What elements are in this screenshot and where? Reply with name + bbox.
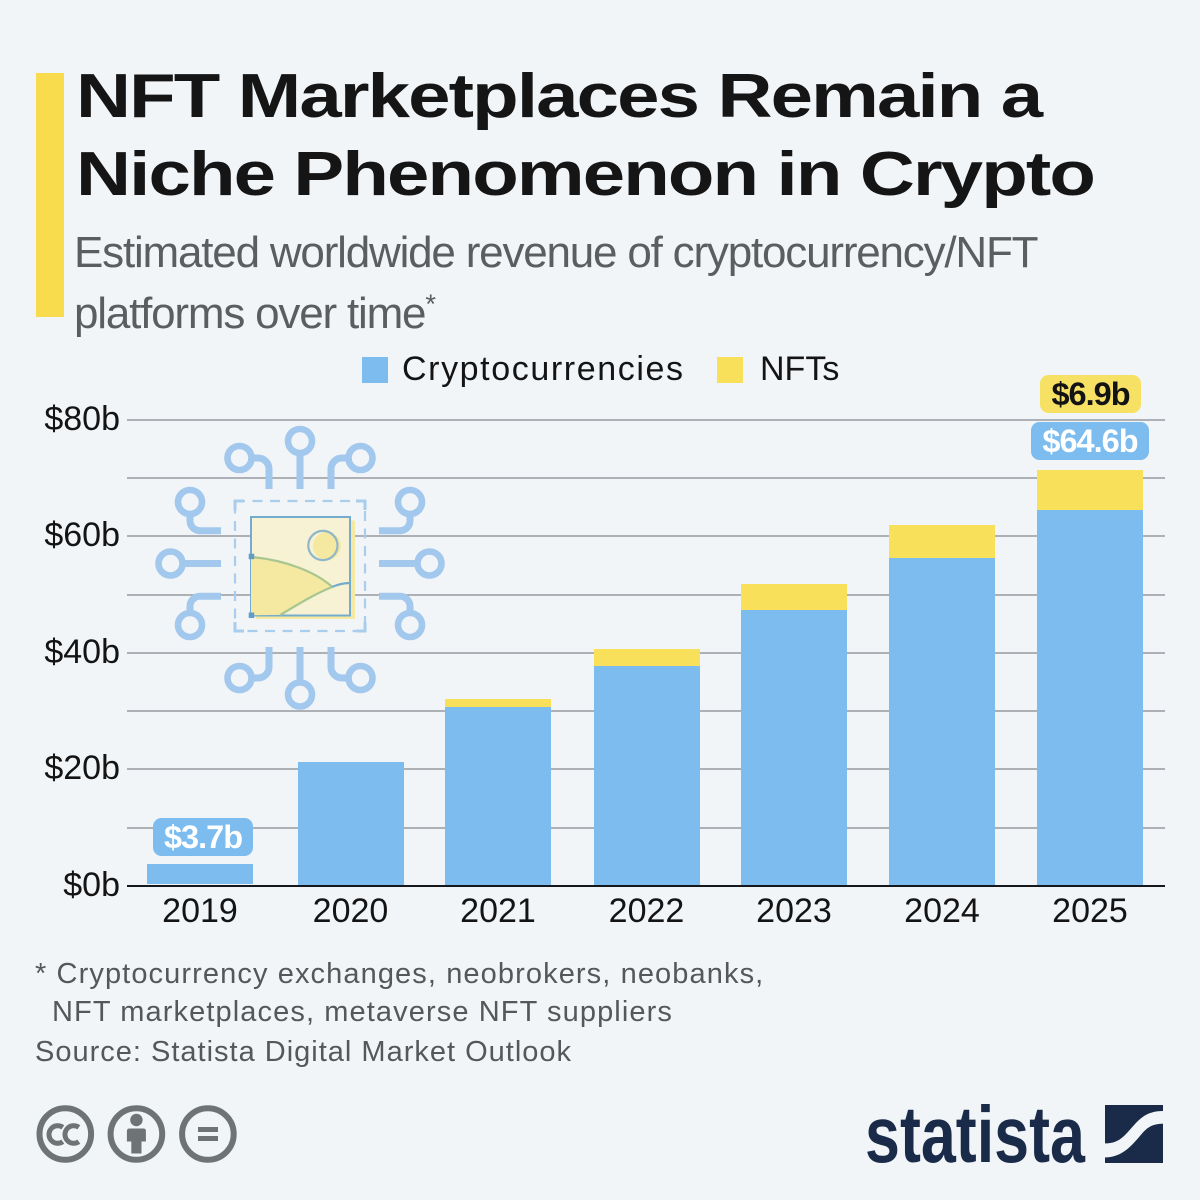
svg-text:statista: statista — [865, 1090, 1085, 1170]
